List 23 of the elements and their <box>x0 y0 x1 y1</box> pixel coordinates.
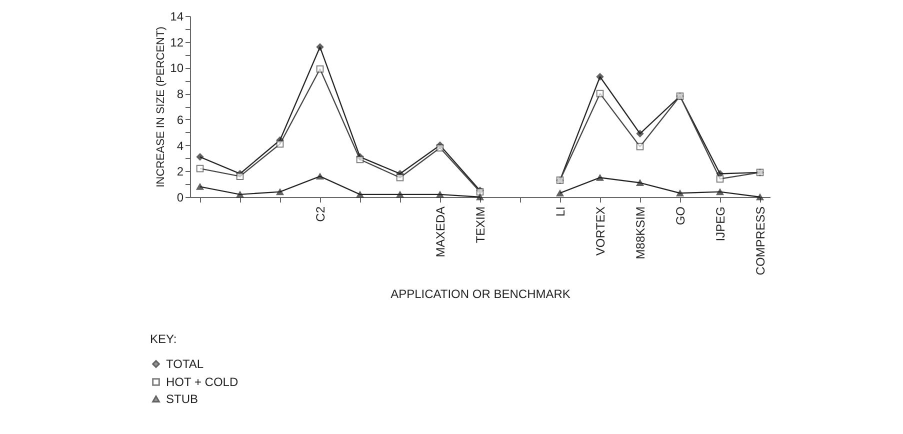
x-tick-label: C2 <box>314 206 328 222</box>
y-tick-label: 10 <box>170 61 184 76</box>
x-tick-label: COMPRESS <box>754 206 768 276</box>
y-tick-label: 14 <box>170 10 184 24</box>
x-tick-label: IJPEG <box>714 206 728 242</box>
legend-title: KEY: <box>150 332 177 346</box>
x-tick-label: TEXIM <box>474 206 488 244</box>
x-tick-label: GO <box>674 206 688 226</box>
x-tick-label: MAXEDA <box>434 206 448 258</box>
y-tick-label: 8 <box>176 87 184 102</box>
y-axis-title: INCREASE IN SIZE (PERCENT) <box>155 26 168 188</box>
y-tick-label: 12 <box>170 35 184 50</box>
y-tick-label: 4 <box>176 138 184 153</box>
x-axis-title: APPLICATION OR BENCHMARK <box>390 287 570 302</box>
legend-label: TOTAL <box>166 357 204 371</box>
x-tick-label: M88KSIM <box>634 206 648 260</box>
legend-label: HOT + COLD <box>166 375 238 389</box>
x-tick-label: VORTEX <box>594 206 608 256</box>
x-tick-label: LI <box>554 206 568 217</box>
y-tick-label: 2 <box>176 164 184 179</box>
y-tick-label: 6 <box>176 112 184 127</box>
y-tick-label: 0 <box>176 190 184 204</box>
legend-label: STUB <box>166 392 198 406</box>
